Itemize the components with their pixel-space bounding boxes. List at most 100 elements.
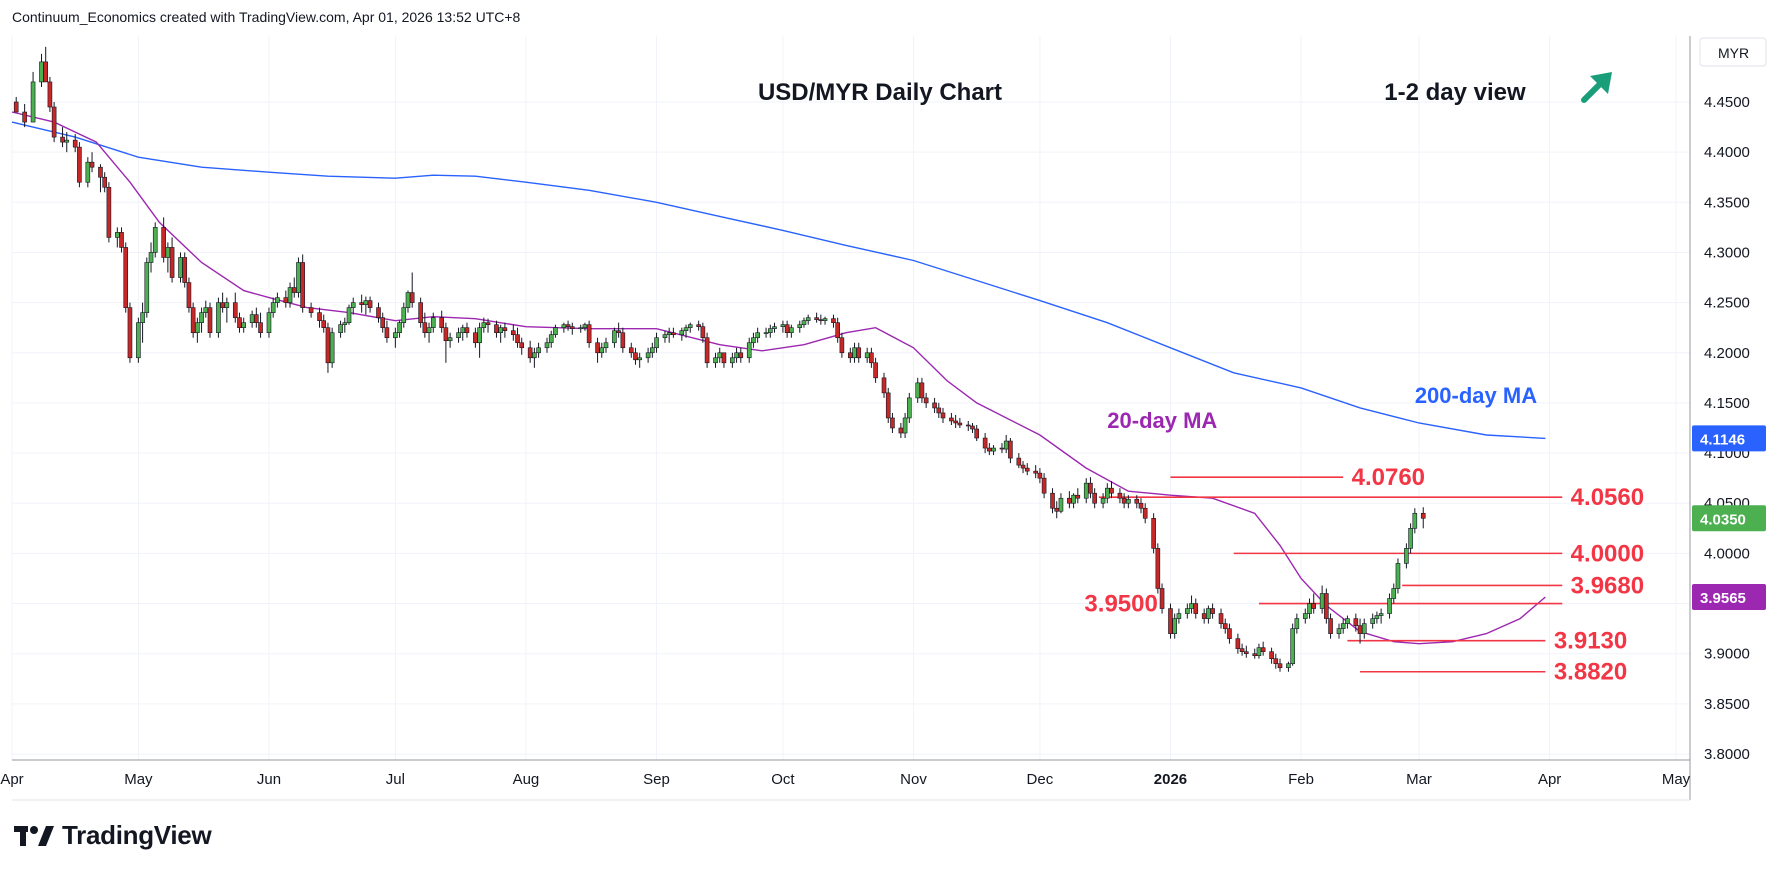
candle bbox=[831, 314, 836, 328]
candle bbox=[216, 297, 221, 338]
level-label: 3.8820 bbox=[1554, 659, 1627, 686]
arrow-up-right-icon bbox=[1581, 72, 1612, 103]
candle bbox=[784, 320, 790, 338]
candle-body bbox=[287, 287, 293, 303]
candle bbox=[165, 242, 171, 273]
candle-body bbox=[473, 332, 478, 344]
candle bbox=[439, 310, 444, 333]
candle bbox=[1286, 661, 1291, 672]
candle-body bbox=[1024, 467, 1030, 472]
candle bbox=[839, 332, 845, 358]
candle bbox=[1104, 483, 1110, 504]
candle bbox=[936, 402, 942, 418]
candle-body bbox=[308, 307, 314, 313]
candle-body bbox=[1071, 494, 1076, 504]
candle bbox=[923, 392, 929, 408]
candle bbox=[970, 422, 975, 434]
ma-line bbox=[11, 111, 1546, 645]
candle-body bbox=[203, 307, 209, 313]
candle-body bbox=[999, 447, 1005, 450]
candle bbox=[1185, 603, 1190, 619]
candle-body bbox=[700, 326, 706, 339]
candle-body bbox=[902, 417, 908, 434]
candle-body bbox=[1008, 440, 1013, 459]
price-badge-bg bbox=[1692, 505, 1766, 532]
candle-body bbox=[511, 330, 516, 336]
candle bbox=[1003, 435, 1009, 454]
candle bbox=[51, 102, 57, 143]
tradingview-logo[interactable]: TradingView bbox=[14, 820, 212, 851]
candle bbox=[696, 320, 701, 331]
candle-body bbox=[599, 347, 605, 354]
candle bbox=[401, 302, 407, 328]
candle-body bbox=[384, 327, 390, 339]
candle-body bbox=[494, 324, 499, 334]
candle-body bbox=[1050, 492, 1055, 509]
candle-body bbox=[869, 352, 874, 364]
candle-body bbox=[296, 262, 301, 293]
candle bbox=[1252, 648, 1258, 659]
candle-body bbox=[666, 332, 672, 336]
y-tick-label: 4.4000 bbox=[1704, 144, 1750, 161]
candle bbox=[1273, 653, 1279, 669]
candle bbox=[797, 320, 803, 333]
candle bbox=[965, 420, 971, 432]
candle bbox=[1269, 647, 1274, 664]
candle bbox=[1075, 488, 1081, 504]
chart-annotations: USD/MYR Daily Chart 1-2 day view bbox=[758, 72, 1612, 106]
candle bbox=[275, 292, 280, 308]
candle-body bbox=[89, 161, 95, 168]
candle-body bbox=[919, 382, 925, 399]
ma-line bbox=[11, 121, 1546, 440]
candle-body bbox=[906, 397, 912, 419]
candle bbox=[940, 407, 946, 423]
candle-body bbox=[401, 307, 407, 323]
candle bbox=[199, 307, 204, 333]
candle-body bbox=[1239, 648, 1245, 652]
x-tick-label: Feb bbox=[1288, 771, 1314, 788]
candle-body bbox=[64, 139, 70, 143]
candle-body bbox=[721, 352, 727, 364]
x-tick-label: Jul bbox=[386, 771, 405, 788]
candle-body bbox=[460, 327, 466, 334]
candle-body bbox=[1391, 588, 1397, 599]
candle bbox=[127, 302, 133, 363]
candle-body bbox=[746, 342, 752, 359]
candle bbox=[645, 347, 651, 363]
candle bbox=[464, 322, 470, 338]
candle-body bbox=[409, 292, 415, 303]
candle bbox=[123, 242, 129, 313]
candle bbox=[169, 237, 175, 283]
candle bbox=[477, 322, 482, 358]
candle-body bbox=[1151, 517, 1156, 549]
candle-body bbox=[940, 412, 946, 419]
candle bbox=[1024, 463, 1030, 476]
candle bbox=[603, 337, 609, 353]
candle bbox=[548, 330, 554, 348]
price-badge: 3.9565 bbox=[1692, 584, 1766, 611]
candle-body bbox=[734, 352, 739, 359]
candle bbox=[296, 257, 301, 298]
y-tick-label: 4.2500 bbox=[1704, 295, 1750, 312]
candle bbox=[616, 322, 621, 338]
candle bbox=[1290, 623, 1295, 666]
candle bbox=[1189, 595, 1194, 614]
candle-body bbox=[85, 161, 91, 183]
candle-body bbox=[338, 324, 343, 334]
candle bbox=[671, 327, 676, 338]
candle-body bbox=[805, 317, 811, 321]
candle bbox=[1210, 603, 1215, 619]
candle bbox=[13, 96, 19, 113]
candle bbox=[1151, 513, 1156, 554]
candle bbox=[1121, 493, 1127, 509]
candle bbox=[1126, 495, 1131, 509]
candle-body bbox=[637, 357, 642, 361]
candle-body bbox=[393, 332, 398, 339]
candle bbox=[359, 294, 364, 313]
candle-body bbox=[991, 447, 996, 452]
candle bbox=[22, 104, 27, 128]
candle bbox=[818, 314, 824, 325]
candle-body bbox=[1256, 647, 1262, 656]
candle-body bbox=[848, 352, 853, 359]
